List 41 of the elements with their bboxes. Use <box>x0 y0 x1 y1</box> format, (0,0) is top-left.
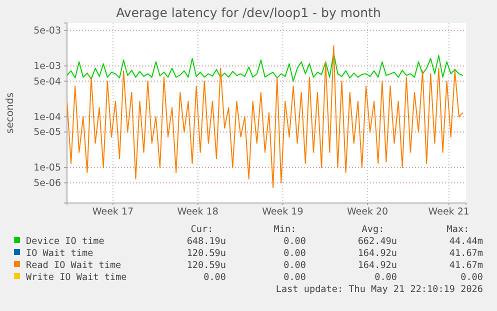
text: Max: <box>446 224 470 235</box>
y-tick-label: 1e-04 <box>34 112 61 123</box>
legend-label: Read IO Wait time <box>26 260 122 271</box>
text: 0.00 <box>204 272 226 283</box>
text: 120.59u <box>186 260 226 271</box>
text: Cur: <box>190 224 214 235</box>
text: Min: <box>274 224 296 235</box>
text: 0.00 <box>284 260 306 271</box>
text: 164.92u <box>358 260 397 271</box>
y-tick-label: 5e-05 <box>34 127 61 138</box>
text: 0.00 <box>460 272 483 283</box>
legend-label: Write IO Wait time <box>26 272 128 283</box>
text: 0.00 <box>284 272 306 283</box>
x-tick-label: Week 19 <box>262 206 304 218</box>
text: 164.92u <box>358 248 397 259</box>
x-tick-label: Week 21 <box>428 206 470 218</box>
line-series <box>67 45 464 188</box>
y-tick-label: 5e-03 <box>34 25 61 36</box>
legend-label: Device IO time <box>26 236 105 247</box>
text: 44.44m <box>449 236 484 247</box>
x-tick-label: Week 18 <box>177 206 218 218</box>
y-tick-label: 5e-04 <box>34 76 61 88</box>
text: 41.67m <box>449 260 484 271</box>
text: 0.00 <box>284 248 306 259</box>
text: 0.00 <box>374 272 397 283</box>
text: Avg: <box>362 224 384 235</box>
y-tick-label: 5e-06 <box>34 178 61 189</box>
x-tick-label: Week 20 <box>346 206 388 218</box>
text: 0.00 <box>284 236 306 247</box>
text: 120.59u <box>186 248 226 259</box>
legend-label: IO Wait time <box>26 248 94 259</box>
text: Last update: Thu May 21 22:10:19 2026 <box>276 284 483 295</box>
y-axis-title: seconds <box>5 92 16 134</box>
chart-title: Average latency for /dev/loop1 - by month <box>116 5 381 20</box>
y-tick-label: 1e-03 <box>34 60 61 72</box>
text: 648.19u <box>186 236 226 247</box>
text: 662.49u <box>358 236 397 247</box>
line-series <box>67 52 464 82</box>
y-tick-label: 1e-05 <box>34 162 61 174</box>
x-tick-label: Week 17 <box>92 206 134 218</box>
text: 41.67m <box>449 248 484 259</box>
